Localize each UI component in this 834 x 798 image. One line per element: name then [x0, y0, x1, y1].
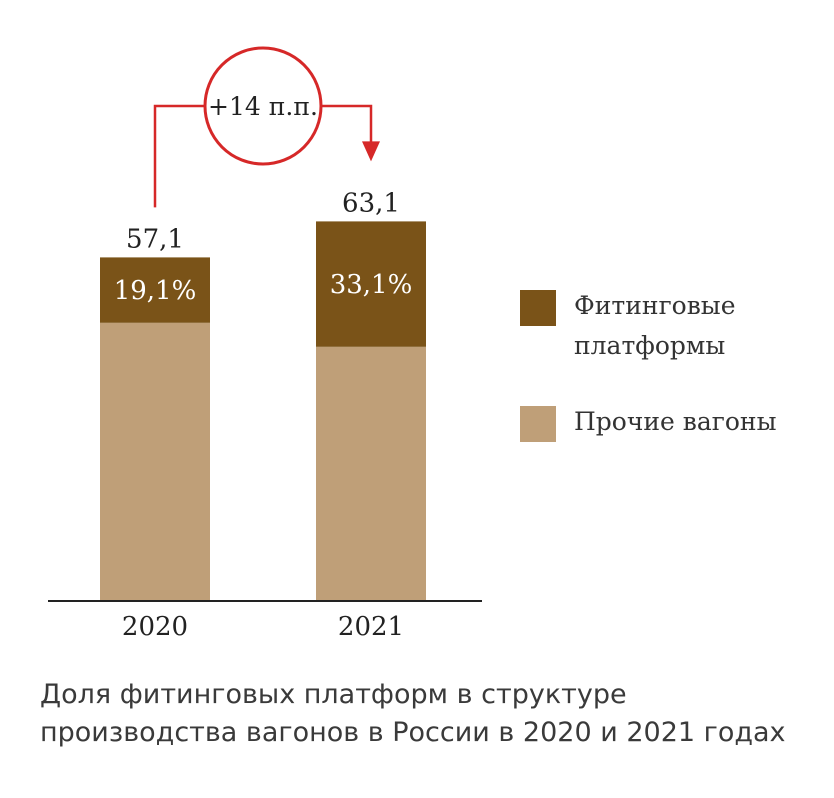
legend-swatch-fitting — [520, 290, 556, 326]
annotation-label: +14 п.п. — [208, 92, 318, 121]
change-annotation: +14 п.п. — [153, 46, 380, 208]
legend-swatch-other — [520, 406, 556, 442]
x-tick-labels: 2020 2021 — [122, 612, 404, 642]
bars-group: 19,1% 57,1 33,1% 63,1 — [100, 188, 426, 600]
bar-fitting-2020 — [100, 257, 210, 323]
caption-line-2: производства вагонов в России в 2020 и 2… — [40, 717, 786, 748]
total-label-2021: 63,1 — [342, 188, 400, 218]
total-label-2020: 57,1 — [126, 224, 184, 254]
caption-line-1: Доля фитинговых платформ в структуре — [40, 679, 627, 710]
chart-caption: Доля фитинговых платформ в структуре про… — [40, 676, 820, 752]
bar-fitting-2021 — [316, 221, 426, 347]
x-tick-2021: 2021 — [338, 612, 404, 642]
bar-other-2020 — [100, 322, 210, 600]
x-tick-2020: 2020 — [122, 612, 188, 642]
share-label-2020: 19,1% — [114, 276, 197, 306]
legend-item-other: Прочие вагоны — [520, 406, 794, 442]
legend-item-fitting: Фитинговые платформы — [520, 290, 794, 366]
share-label-2021: 33,1% — [330, 270, 413, 300]
bar-other-2021 — [316, 346, 426, 600]
annotation-arrow-head — [362, 141, 380, 162]
legend-label-fitting: Фитинговые платформы — [574, 291, 736, 360]
legend-label-other: Прочие вагоны — [574, 407, 777, 436]
annotation-circle — [203, 46, 323, 166]
stacked-bar-chart: 19,1% 57,1 33,1% 63,1 2020 2021 +14 п.п. — [48, 46, 482, 642]
